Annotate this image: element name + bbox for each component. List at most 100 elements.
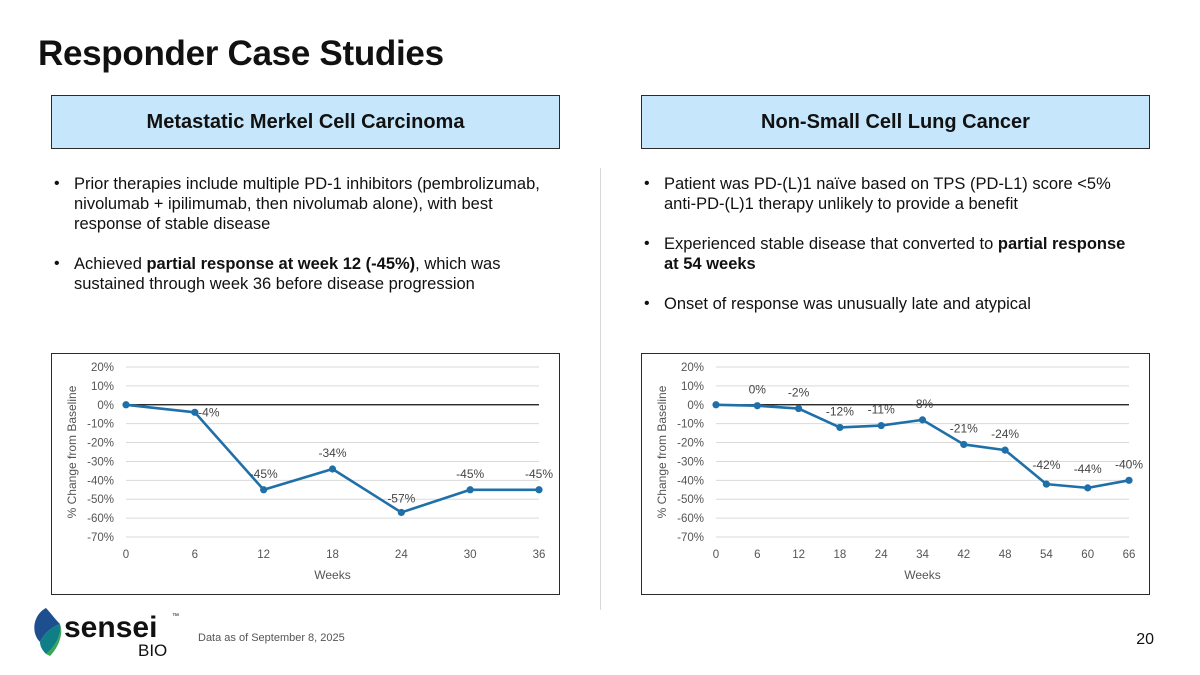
data-label: -8% xyxy=(912,397,934,411)
x-tick-label: 24 xyxy=(875,549,888,561)
y-tick-label: 10% xyxy=(91,381,114,393)
data-label: -34% xyxy=(318,446,346,460)
data-point xyxy=(260,486,268,494)
data-point xyxy=(328,465,337,473)
data-point xyxy=(712,401,720,409)
bullet-text: , which was sustained through week 36 be… xyxy=(74,255,501,293)
x-tick-label: 12 xyxy=(792,549,805,561)
y-tick-label: -60% xyxy=(87,513,114,525)
data-point xyxy=(1042,480,1050,488)
data-point xyxy=(122,401,130,409)
x-tick-label: 54 xyxy=(1040,549,1053,561)
data-label: -42% xyxy=(1032,458,1060,472)
x-tick-label: 18 xyxy=(326,549,339,561)
x-axis-title: Weeks xyxy=(314,568,350,582)
page-number: 20 xyxy=(1136,631,1154,648)
x-tick-label: 0 xyxy=(123,549,129,561)
y-tick-label: -10% xyxy=(87,419,114,431)
right-panel-header: Non-Small Cell Lung Cancer xyxy=(641,95,1150,149)
data-label: -21% xyxy=(950,421,978,435)
x-tick-label: 6 xyxy=(754,549,760,561)
y-tick-label: 0% xyxy=(97,400,114,412)
x-tick-label: 30 xyxy=(464,549,477,561)
bullet-item: Patient was PD-(L)1 naïve based on TPS (… xyxy=(642,174,1142,214)
bullet-text: Onset of response was unusually late and… xyxy=(664,295,1031,313)
data-point xyxy=(960,440,968,449)
y-tick-label: -20% xyxy=(677,438,704,450)
x-tick-label: 24 xyxy=(395,549,408,561)
x-tick-label: 60 xyxy=(1081,549,1094,561)
y-tick-label: -30% xyxy=(87,456,114,468)
data-label: 0% xyxy=(749,383,767,397)
y-tick-label: -40% xyxy=(677,475,704,487)
data-label: -45% xyxy=(456,467,484,481)
bullet-bold-text: partial response at 54 weeks xyxy=(664,235,1126,273)
x-tick-label: 48 xyxy=(999,549,1012,561)
x-tick-label: 6 xyxy=(192,549,198,561)
data-label: -2% xyxy=(788,386,810,400)
y-tick-label: -70% xyxy=(677,532,704,544)
x-tick-label: 36 xyxy=(533,549,546,561)
x-tick-label: 66 xyxy=(1123,549,1136,561)
data-point xyxy=(1125,476,1133,484)
bullet-text: Experienced stable disease that converte… xyxy=(664,235,998,253)
data-label: -45% xyxy=(250,467,278,481)
x-tick-label: 18 xyxy=(834,549,847,561)
data-point xyxy=(1001,446,1009,454)
y-tick-label: -20% xyxy=(87,438,114,450)
y-axis-title: % Change from Baseline xyxy=(655,385,669,518)
data-label: -24% xyxy=(991,427,1019,441)
y-tick-label: 20% xyxy=(681,362,704,374)
y-tick-label: 10% xyxy=(681,381,704,393)
data-label: -40% xyxy=(1115,457,1143,471)
data-label: -44% xyxy=(1074,462,1102,476)
chart-merkel: 20% 10% 0% -10% -20% -30% -40% -50% -60% -70% 0 6 12… xyxy=(51,353,560,595)
x-tick-label: 42 xyxy=(957,549,970,561)
bullet-text: Prior therapies include multiple PD-1 in… xyxy=(74,175,540,233)
data-label: -57% xyxy=(387,491,415,505)
page-title: Responder Case Studies xyxy=(38,34,444,73)
data-label: -4% xyxy=(198,405,220,419)
y-tick-label: -10% xyxy=(677,419,704,431)
x-axis-title: Weeks xyxy=(904,568,940,582)
right-bullet-list: Patient was PD-(L)1 naïve based on TPS (… xyxy=(642,174,1142,334)
bullet-item: Experienced stable disease that converte… xyxy=(642,234,1142,274)
y-tick-label: -60% xyxy=(677,513,704,525)
column-divider xyxy=(600,168,601,610)
y-tick-label: -50% xyxy=(677,494,704,506)
bullet-item: Achieved partial response at week 12 (-4… xyxy=(52,254,552,294)
left-bullet-list: Prior therapies include multiple PD-1 in… xyxy=(52,174,552,314)
data-label: -45% xyxy=(525,467,553,481)
data-point xyxy=(466,486,474,494)
x-tick-label: 34 xyxy=(916,549,929,561)
bullet-item: Onset of response was unusually late and… xyxy=(642,294,1142,314)
y-tick-label: 20% xyxy=(91,362,114,374)
data-label: -11% xyxy=(868,403,895,417)
y-tick-label: -40% xyxy=(87,475,114,487)
data-label: -12% xyxy=(826,404,854,418)
data-point xyxy=(397,508,405,517)
y-tick-label: -30% xyxy=(677,456,704,468)
data-point xyxy=(877,421,885,430)
data-point xyxy=(918,416,927,424)
logo-sub: BIO xyxy=(138,641,167,660)
x-tick-label: 12 xyxy=(257,549,270,561)
bullet-bold-text: partial response at week 12 (-45%) xyxy=(146,255,416,273)
data-point xyxy=(753,402,761,410)
bullet-text: Patient was PD-(L)1 naïve based on TPS (… xyxy=(664,175,1111,213)
logo-word: sensei xyxy=(64,611,157,644)
data-date-note: Data as of September 8, 2025 xyxy=(198,632,345,644)
y-tick-label: -50% xyxy=(87,494,114,506)
logo-tm: ™ xyxy=(172,613,179,620)
data-point xyxy=(191,408,199,416)
x-tick-label: 0 xyxy=(713,549,719,561)
sensei-bio-logo: sensei ™ BIO xyxy=(32,604,182,660)
bullet-item: Prior therapies include multiple PD-1 in… xyxy=(52,174,552,234)
y-tick-label: -70% xyxy=(87,532,114,544)
data-point xyxy=(1084,484,1092,492)
chart-nsclc-svg: 20% 10% 0% -10% -20% -30% -40% -50% -60% -70% 0 6 12… xyxy=(655,362,1143,582)
data-point xyxy=(836,423,844,432)
chart-nsclc: 20% 10% 0% -10% -20% -30% -40% -50% -60% -70% 0 6 12… xyxy=(641,353,1150,595)
bullet-text: Achieved xyxy=(74,255,147,273)
data-point xyxy=(535,486,543,494)
